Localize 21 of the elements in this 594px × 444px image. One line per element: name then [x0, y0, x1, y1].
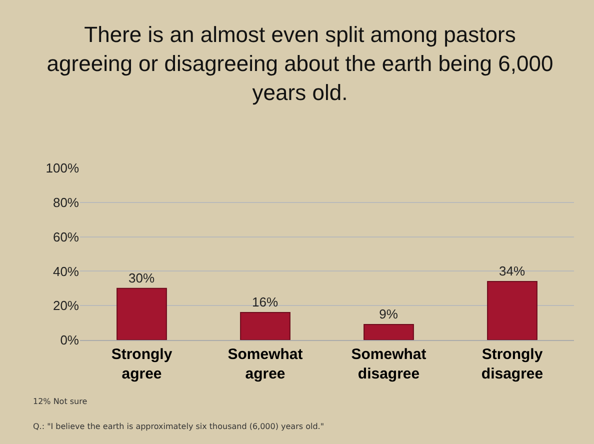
- y-tick-label: 20%: [52, 298, 80, 314]
- bar: [487, 281, 538, 340]
- y-tick-label: 100%: [46, 160, 80, 176]
- text: Q.: "I believe the earth is approximately six thousand (6,000) years old.": [33, 422, 324, 431]
- x-tick-label: Somewhat disagree: [351, 346, 426, 382]
- y-tick-label: 60%: [52, 229, 80, 244]
- bar: [364, 324, 414, 340]
- y-tick-label: 80%: [52, 194, 80, 210]
- x-tick-label: Strongly agree: [111, 346, 173, 382]
- data-label: 16%: [252, 294, 278, 310]
- y-tick-label: 0%: [60, 332, 80, 348]
- x-tick-label: Strongly disagree: [481, 346, 544, 382]
- chart-title: There is an almost even split among pastors agreeing or disagreeing about the earth being 6,000 years old.: [46, 21, 554, 107]
- data-label: 34%: [499, 264, 526, 279]
- bar: [116, 288, 167, 340]
- x-tick-label: Somewhat agree: [228, 346, 303, 382]
- data-label: 30%: [128, 270, 155, 286]
- data-label: 9%: [379, 306, 398, 322]
- bar: [240, 312, 290, 340]
- y-tick-label: 40%: [52, 264, 80, 279]
- text: 12% Not sure: [33, 397, 88, 406]
